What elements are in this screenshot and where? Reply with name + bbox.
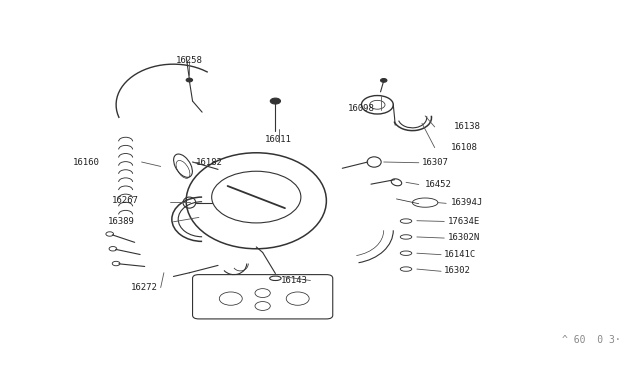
- Text: 16389: 16389: [108, 217, 135, 225]
- Text: 16267: 16267: [111, 196, 138, 205]
- Text: 16182: 16182: [196, 157, 223, 167]
- Text: 16258: 16258: [176, 56, 203, 65]
- Text: 16160: 16160: [74, 157, 100, 167]
- Circle shape: [381, 78, 387, 82]
- Text: 16098: 16098: [348, 104, 375, 113]
- FancyBboxPatch shape: [193, 275, 333, 319]
- Text: 16302N: 16302N: [447, 233, 480, 242]
- Text: 16011: 16011: [265, 135, 292, 144]
- Text: 16143: 16143: [281, 276, 308, 285]
- Text: 16141C: 16141C: [444, 250, 477, 259]
- Text: 16108: 16108: [451, 143, 477, 152]
- Text: 16307: 16307: [422, 157, 449, 167]
- Text: 16138: 16138: [454, 122, 481, 131]
- Text: 16272: 16272: [131, 283, 158, 292]
- Text: 16452: 16452: [425, 180, 452, 189]
- Text: ^ 60  0 3·: ^ 60 0 3·: [562, 335, 621, 345]
- Text: 16394J: 16394J: [451, 198, 483, 207]
- Text: 17634E: 17634E: [447, 217, 480, 225]
- Circle shape: [270, 98, 280, 104]
- Text: 16302: 16302: [444, 266, 471, 275]
- Circle shape: [186, 78, 193, 82]
